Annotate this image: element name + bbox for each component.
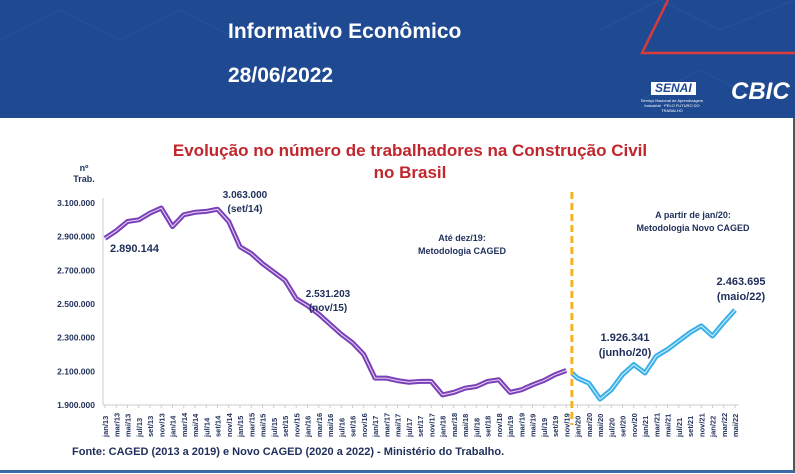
x-tick-label: jul/14 xyxy=(202,417,211,438)
chart-title-line-2: no Brasil xyxy=(373,163,447,182)
annotation-label: Metodologia CAGED xyxy=(418,246,506,256)
x-tick-label: mai/20 xyxy=(596,414,605,437)
series-novo-caged-line xyxy=(570,308,737,402)
content-panel xyxy=(0,118,795,473)
annotation-label: (set/14) xyxy=(227,204,262,215)
x-tick-label: nov/15 xyxy=(292,413,301,437)
x-tick-label: mai/14 xyxy=(191,413,200,437)
annotation-value: A partir de jan/20: xyxy=(655,210,731,220)
annotation-label: (nov/15) xyxy=(309,303,347,314)
annotation-label: (junho/20) xyxy=(599,347,652,359)
y-tick-label: 2.100.000 xyxy=(57,366,95,376)
x-tick-label: set/20 xyxy=(619,416,628,437)
x-tick-label: jan/19 xyxy=(506,416,515,438)
x-tick-label: jan/15 xyxy=(236,416,245,438)
source-note: Fonte: CAGED (2013 a 2019) e Novo CAGED … xyxy=(72,446,505,458)
x-tick-label: set/19 xyxy=(551,416,560,437)
x-tick-label: mar/18 xyxy=(450,413,459,437)
series-novo-caged-highlight xyxy=(571,309,736,400)
cbic-logo: CBIC xyxy=(731,78,790,105)
y-tick-label: 2.500.000 xyxy=(57,299,95,309)
x-tick-label: set/13 xyxy=(146,416,155,437)
y-tick-label: 2.300.000 xyxy=(57,333,95,343)
x-tick-label: set/18 xyxy=(484,416,493,437)
x-tick-label: jan/14 xyxy=(169,415,178,438)
x-tick-label: jul/20 xyxy=(607,418,616,438)
annotation-label: Metodologia Novo CAGED xyxy=(637,223,750,233)
x-tick-label: mar/14 xyxy=(180,412,189,437)
x-tick-label: jul/21 xyxy=(675,418,684,438)
header-date: 28/06/2022 xyxy=(228,64,334,87)
senai-logo: SENAI xyxy=(651,82,696,95)
x-tick-label: mai/18 xyxy=(461,414,470,437)
y-tick-label: 1.900.000 xyxy=(57,400,95,410)
x-tick-label: nov/17 xyxy=(427,413,436,437)
x-tick-label: jul/13 xyxy=(135,418,144,438)
senai-logo-subtitle: Serviço Nacional de Aprendizagem Industr… xyxy=(640,98,704,113)
annotation-value: 1.926.341 xyxy=(601,332,650,344)
annotation-value: 2.890.144 xyxy=(110,243,160,255)
x-tick-label: set/17 xyxy=(416,416,425,437)
x-tick-label: mai/21 xyxy=(664,414,673,437)
x-tick-label: jan/16 xyxy=(304,416,313,438)
header-band: Informativo Econômico 28/06/2022 SENAI S… xyxy=(0,0,795,118)
x-tick-label: mar/22 xyxy=(720,413,729,437)
x-tick-label: mai/19 xyxy=(529,414,538,437)
y-tick-label: 3.100.000 xyxy=(57,198,95,208)
x-tick-label: jul/15 xyxy=(270,418,279,438)
x-tick-label: jul/19 xyxy=(540,418,549,438)
x-tick-label: mar/19 xyxy=(517,413,526,437)
x-tick-label: nov/18 xyxy=(495,413,504,437)
x-tick-label: mai/17 xyxy=(394,414,403,437)
x-tick-label: mar/21 xyxy=(652,413,661,437)
x-tick-label: jan/13 xyxy=(101,416,110,438)
annotation-value: 2.531.203 xyxy=(306,289,351,300)
annotation-value: 2.463.695 xyxy=(717,276,766,288)
x-tick-label: jul/18 xyxy=(472,418,481,438)
x-tick-label: jul/17 xyxy=(405,418,414,438)
y-axis-label: nº Trab. xyxy=(73,163,95,184)
x-tick-label: mai/16 xyxy=(326,414,335,437)
x-tick-label: jan/20 xyxy=(574,416,583,438)
chart-title-line-1: Evolução no número de trabalhadores na C… xyxy=(172,141,648,160)
x-tick-label: jan/18 xyxy=(439,416,448,438)
x-tick-label: jul/16 xyxy=(337,418,346,438)
x-tick-label: mai/22 xyxy=(731,414,740,437)
x-tick-label: mar/13 xyxy=(112,413,121,437)
annotation-value: 3.063.000 xyxy=(223,190,268,201)
x-tick-label: set/21 xyxy=(686,416,695,437)
x-tick-label: mar/20 xyxy=(585,413,594,437)
x-tick-label: jan/22 xyxy=(709,416,718,438)
x-tick-label: jan/17 xyxy=(371,416,380,438)
series-caged-line xyxy=(103,205,568,398)
x-tick-label: mar/16 xyxy=(315,413,324,437)
x-tick-label: jan/21 xyxy=(641,416,650,438)
x-tick-label: mai/13 xyxy=(124,414,133,437)
series-caged-highlight xyxy=(104,207,567,396)
x-tick-label: mar/15 xyxy=(247,413,256,437)
x-tick-label: nov/20 xyxy=(630,413,639,437)
header-title: Informativo Econômico xyxy=(228,20,462,43)
x-tick-label: mai/15 xyxy=(259,414,268,437)
y-tick-label: 2.700.000 xyxy=(57,265,95,275)
chart-title: Evolução no número de trabalhadores na C… xyxy=(150,140,670,184)
x-tick-label: nov/19 xyxy=(562,413,571,437)
x-tick-label: nov/13 xyxy=(157,413,166,437)
x-tick-label: nov/21 xyxy=(697,413,706,437)
x-tick-label: set/14 xyxy=(214,415,223,437)
annotation-value: Até dez/19: xyxy=(438,233,486,243)
x-tick-label: mar/17 xyxy=(382,413,391,437)
x-tick-label: set/16 xyxy=(349,416,358,437)
x-tick-label: nov/14 xyxy=(225,412,234,437)
y-tick-label: 2.900.000 xyxy=(57,232,95,242)
x-tick-label: nov/16 xyxy=(360,413,369,437)
annotation-label: (maio/22) xyxy=(717,291,766,303)
x-tick-label: set/15 xyxy=(281,416,290,437)
